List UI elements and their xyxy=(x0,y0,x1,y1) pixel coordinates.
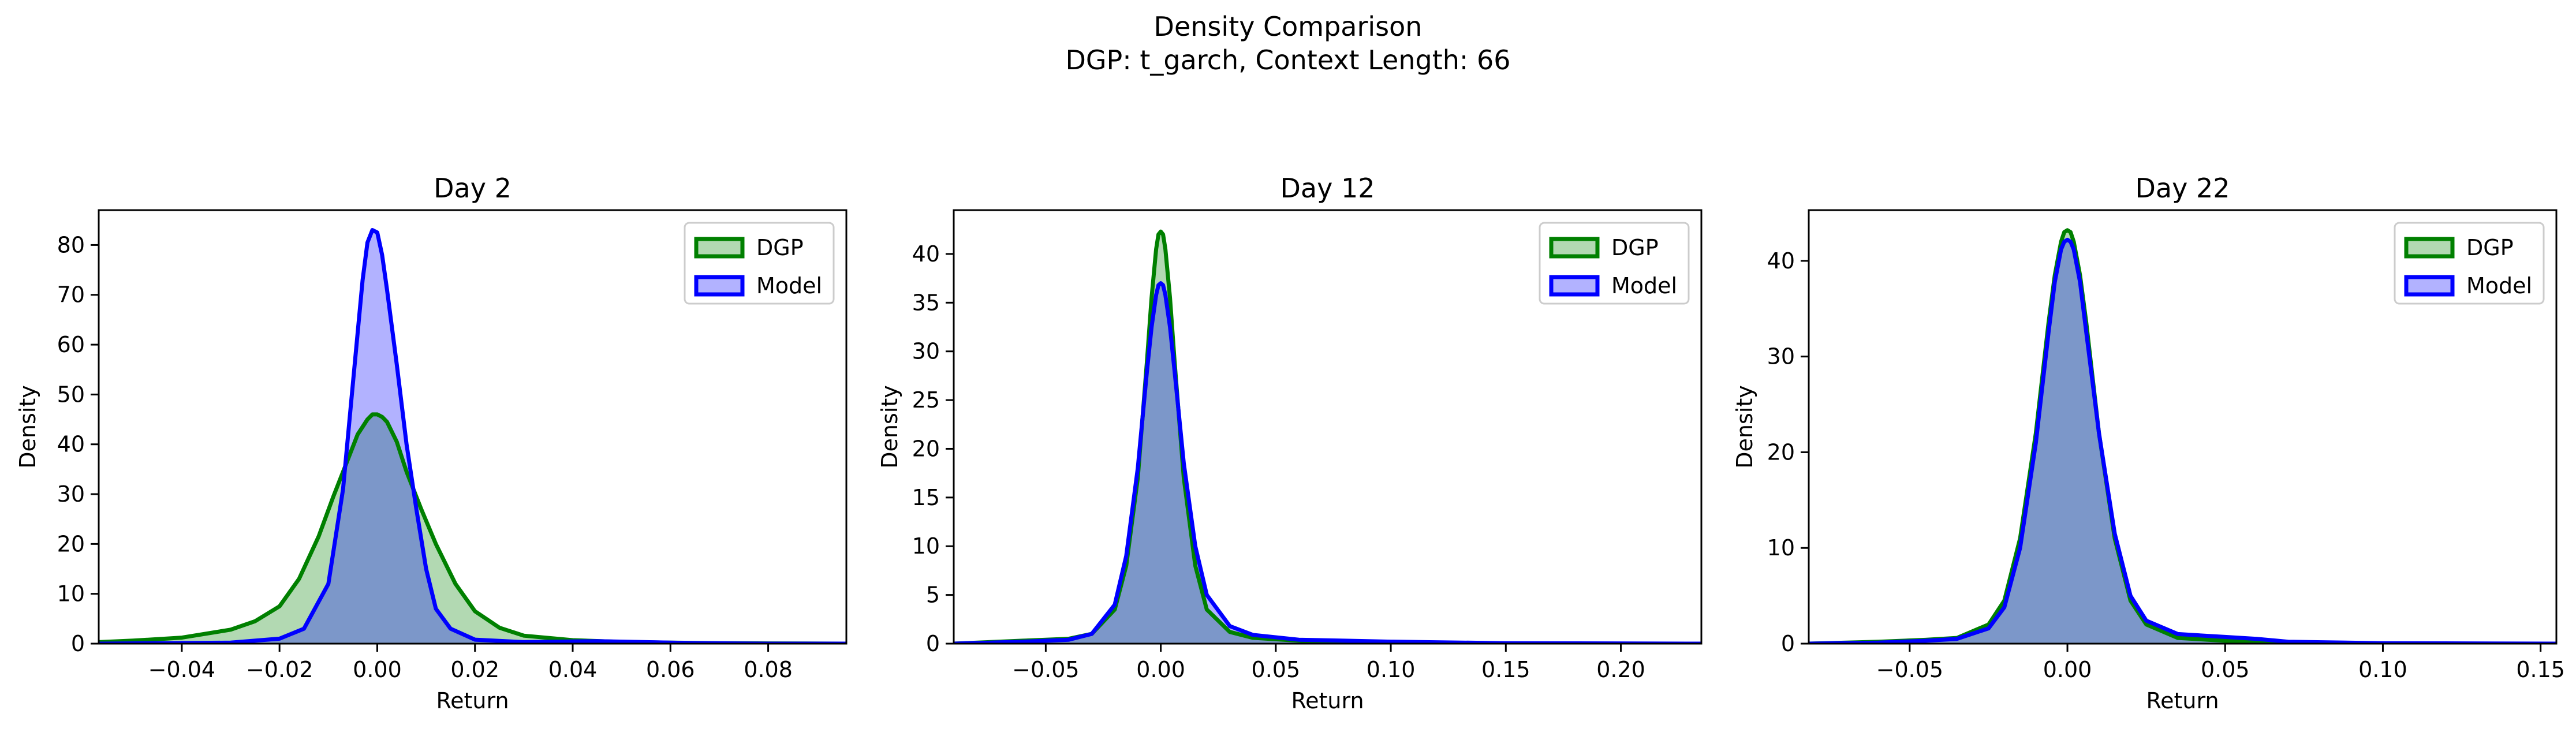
legend-swatch-dgp xyxy=(2404,237,2455,259)
subplot-title: Day 12 xyxy=(1280,173,1375,204)
x-tick-label: 0.05 xyxy=(2201,657,2250,682)
axes-frame xyxy=(98,209,848,645)
x-tick-label: 0.08 xyxy=(744,657,793,682)
y-tick-label: 40 xyxy=(57,432,85,457)
model-density-area xyxy=(954,283,1701,644)
x-axis-label: Return xyxy=(1291,688,1364,713)
y-tick-label: 30 xyxy=(912,339,940,364)
y-axis-label: Density xyxy=(15,385,40,468)
dgp-density-area xyxy=(954,231,1701,644)
y-tick-label: 20 xyxy=(912,436,940,461)
model-density-line xyxy=(954,281,1701,644)
y-tick-label: 25 xyxy=(912,387,940,413)
y-tick-label: 20 xyxy=(57,531,85,556)
legend-label-model: Model xyxy=(1611,273,1677,298)
legend-label-model: Model xyxy=(2466,273,2532,298)
y-tick-label: 30 xyxy=(1767,344,1795,369)
legend-box xyxy=(684,222,835,305)
dgp-density-line xyxy=(1809,228,2556,644)
subplot-2: −0.05 0.00 0.05 0.10 0.15 0.20 0 5 10 15 20 25 30 35 4… xyxy=(877,173,1703,713)
y-tick-label: 30 xyxy=(57,481,85,507)
x-tick-label: 0.04 xyxy=(548,657,598,682)
legend-label-dgp: DGP xyxy=(1611,235,1659,260)
legend-label-dgp: DGP xyxy=(756,235,804,260)
y-tick-label: 0 xyxy=(926,631,940,656)
legend-box xyxy=(1539,222,1690,305)
x-tick-label: 0.00 xyxy=(1136,657,1185,682)
x-axis-label: Return xyxy=(2146,688,2219,713)
axes-frame xyxy=(1808,209,2558,645)
figure-title-line2: DGP: t_garch, Context Length: 66 xyxy=(1065,44,1510,76)
y-tick-label: 20 xyxy=(1767,439,1795,465)
x-tick-label: −0.04 xyxy=(148,657,215,682)
y-tick-label: 80 xyxy=(57,232,85,257)
axes-frame xyxy=(953,209,1703,645)
subplot-1: −0.04 −0.02 0.00 0.02 0.04 0.06 0.08 0 10 20 30 40 5… xyxy=(15,173,848,713)
model-density-line xyxy=(1809,237,2556,644)
x-tick-label: 0.10 xyxy=(2358,657,2407,682)
legend-label-model: Model xyxy=(756,273,822,298)
legend-box xyxy=(2394,222,2545,305)
x-tick-label: 0.15 xyxy=(1481,657,1530,682)
x-tick-label: 0.10 xyxy=(1367,657,1416,682)
y-tick-label: 40 xyxy=(1767,248,1795,274)
x-tick-label: 0.15 xyxy=(2516,657,2565,682)
x-tick-label: 0.00 xyxy=(353,657,402,682)
y-tick-label: 10 xyxy=(912,533,940,559)
x-tick-label: 0.00 xyxy=(2043,657,2092,682)
legend-swatch-model xyxy=(694,275,745,297)
y-tick-label: 10 xyxy=(57,581,85,607)
y-tick-label: 60 xyxy=(57,332,85,357)
legend-label-dgp: DGP xyxy=(2466,235,2514,260)
y-tick-label: 0 xyxy=(71,631,85,656)
y-tick-label: 0 xyxy=(1781,631,1795,656)
y-tick-label: 50 xyxy=(57,382,85,407)
y-tick-label: 5 xyxy=(926,582,940,608)
x-tick-label: 0.02 xyxy=(450,657,499,682)
legend-swatch-dgp xyxy=(1549,237,1600,259)
legend: DGP Model xyxy=(684,222,835,305)
legend-swatch-model xyxy=(2404,275,2455,297)
y-axis-label: Density xyxy=(877,385,902,468)
y-tick-label: 15 xyxy=(912,485,940,510)
x-axis-label: Return xyxy=(436,688,509,713)
subplot-title: Day 2 xyxy=(434,173,512,204)
legend-swatch-model xyxy=(1549,275,1600,297)
y-tick-label: 35 xyxy=(912,290,940,315)
legend: DGP Model xyxy=(2394,222,2545,305)
y-axis-label: Density xyxy=(1732,385,1757,468)
x-tick-label: 0.06 xyxy=(646,657,695,682)
legend-swatch-dgp xyxy=(694,237,745,259)
subplots-container: −0.04 −0.02 0.00 0.02 0.04 0.06 0.08 0 10 20 30 40 5… xyxy=(15,173,2565,713)
x-tick-label: 0.05 xyxy=(1252,657,1301,682)
x-tick-label: −0.05 xyxy=(1012,657,1079,682)
figure-title-line1: Density Comparison xyxy=(1154,11,1423,42)
x-tick-label: 0.20 xyxy=(1596,657,1645,682)
y-tick-label: 10 xyxy=(1767,535,1795,561)
y-tick-label: 70 xyxy=(57,282,85,308)
legend: DGP Model xyxy=(1539,222,1690,305)
y-tick-label: 40 xyxy=(912,241,940,267)
subplot-title: Day 22 xyxy=(2136,173,2230,204)
x-tick-label: −0.02 xyxy=(246,657,313,682)
x-tick-label: −0.05 xyxy=(1876,657,1943,682)
subplot-3: −0.05 0.00 0.05 0.10 0.15 0 10 20 30 40 Day 22 Retu… xyxy=(1732,173,2565,713)
model-density-line xyxy=(99,228,846,644)
